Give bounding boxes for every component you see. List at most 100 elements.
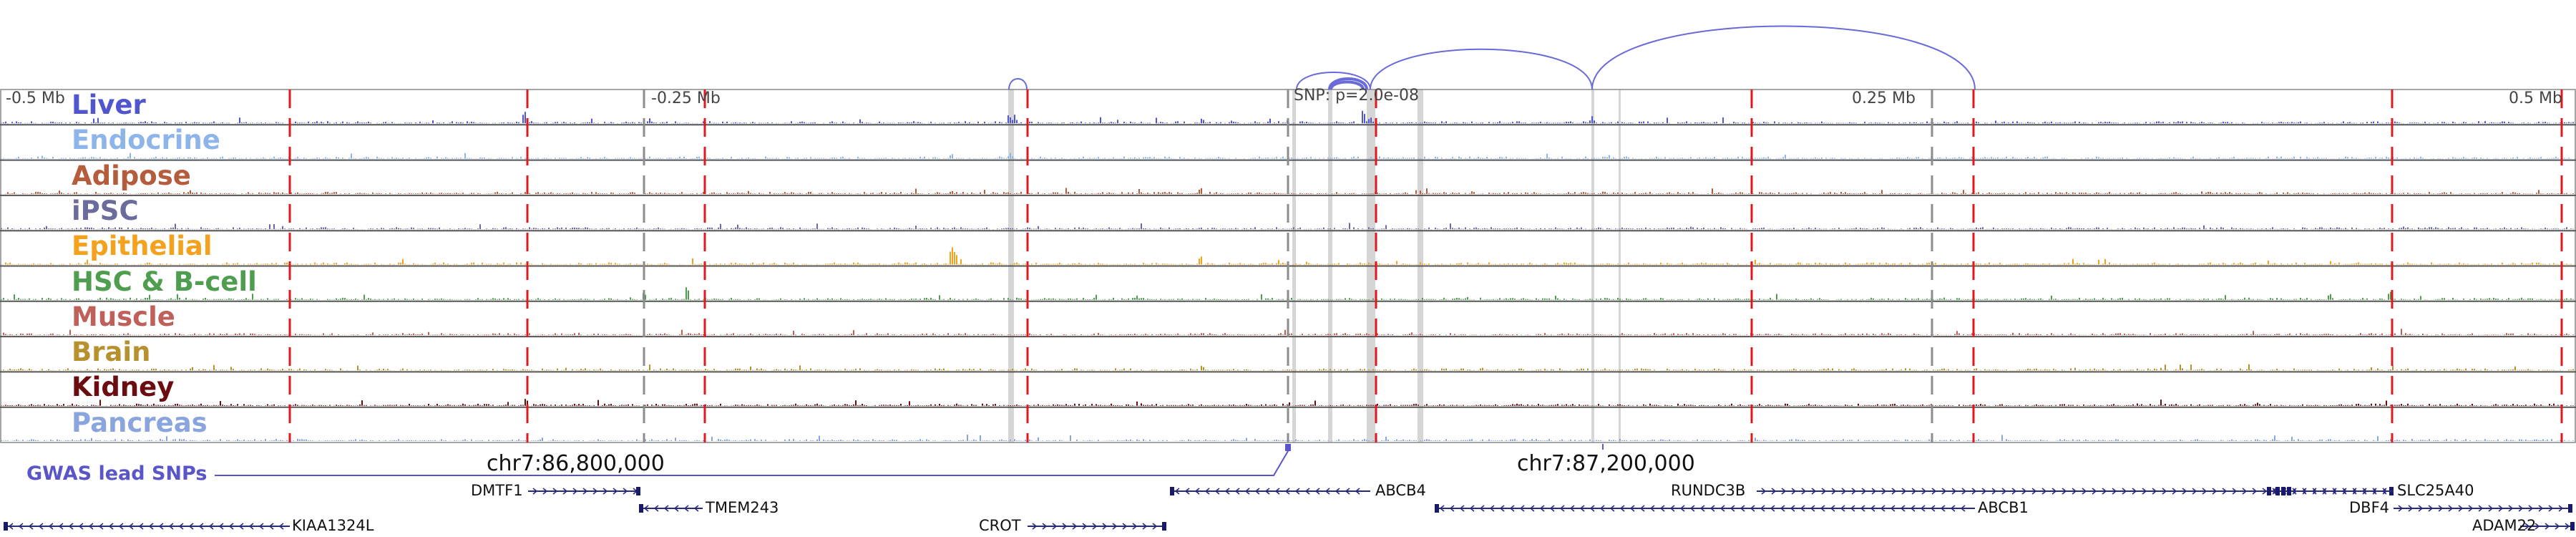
- gene-chevron: [1559, 505, 1565, 512]
- gene-chevron: [1900, 505, 1906, 512]
- gene-chevron: [1439, 505, 1445, 512]
- gene-chevron: [1509, 505, 1515, 512]
- gene-chevron: [1639, 505, 1645, 512]
- gene-chevron: [2031, 488, 2037, 495]
- signal-track-5: [1, 287, 2574, 300]
- gene-chevron: [2021, 488, 2027, 495]
- gene-chevron: [1930, 505, 1936, 512]
- gene-chevron: [1770, 505, 1775, 512]
- gene-chevron: [1821, 488, 1827, 495]
- gene-chevron: [1771, 488, 1777, 495]
- gene-chevron: [663, 505, 669, 512]
- gene-chevron: [2102, 488, 2107, 495]
- gene-chevron: [1931, 488, 1937, 495]
- gene-chevron: [582, 488, 588, 495]
- gene-chevron: [1750, 505, 1755, 512]
- gene-exon: [639, 504, 643, 513]
- gene-chevron: [623, 488, 628, 495]
- gene-chevron: [2271, 488, 2277, 495]
- gene-exon-cluster-1: [2281, 487, 2285, 495]
- axis-tick-right: 0.5 Mb: [2509, 90, 2562, 107]
- gene-exon: [1435, 504, 1439, 513]
- gene-chevron: [1790, 505, 1795, 512]
- gene-chevron: [2321, 488, 2327, 495]
- gene-chevron: [643, 505, 649, 512]
- interaction-arc-3: [1330, 80, 1365, 90]
- gene-chevron: [1042, 523, 1048, 530]
- gene-chevron: [1890, 505, 1896, 512]
- gene-chevron: [1244, 488, 1250, 495]
- gene-chevron: [2458, 505, 2464, 512]
- gene-chevron: [1204, 488, 1210, 495]
- gene-chevron: [2202, 488, 2207, 495]
- gene-track: [4, 487, 2575, 531]
- gene-chevron: [2262, 488, 2268, 495]
- gene-chevron: [1284, 488, 1290, 495]
- gene-chevron: [1579, 505, 1585, 512]
- gene-chevron: [1921, 488, 1927, 495]
- gene-chevron: [1761, 488, 1767, 495]
- track-label-3: iPSC: [72, 195, 139, 226]
- gene-chevron: [2545, 523, 2550, 530]
- gene-chevron: [1981, 488, 1987, 495]
- gene-chevron: [2555, 523, 2560, 530]
- gene-chevron: [683, 505, 689, 512]
- gene-chevron: [1870, 505, 1875, 512]
- gene-chevron: [602, 488, 608, 495]
- gene-chevron: [1811, 488, 1817, 495]
- gene-chevron: [2092, 488, 2097, 495]
- interaction-arc-1: [1296, 72, 1371, 90]
- gene-chevron: [2448, 505, 2454, 512]
- gene-chevron: [2192, 488, 2197, 495]
- gene-chevron: [1699, 505, 1705, 512]
- track-label-1: Endocrine: [72, 125, 220, 156]
- gene-chevron: [1780, 505, 1785, 512]
- gene-chevron: [562, 488, 568, 495]
- gene-chevron: [2291, 488, 2297, 495]
- track-label-7: Brain: [72, 337, 151, 368]
- gene-chevron: [532, 488, 538, 495]
- gene-chevron: [248, 523, 254, 530]
- track-label-0: Liver: [72, 90, 146, 120]
- gene-chevron: [1152, 523, 1158, 530]
- gene-chevron: [2528, 505, 2534, 512]
- gene-chevron: [1800, 505, 1805, 512]
- gene-chevron: [1132, 523, 1138, 530]
- gene-chevron: [1539, 505, 1545, 512]
- gene-chevron: [148, 523, 154, 530]
- gene-chevron: [1214, 488, 1220, 495]
- signal-track-9: [1, 435, 2574, 441]
- gene-chevron: [1529, 505, 1535, 512]
- gene-chevron: [552, 488, 558, 495]
- gene-chevron: [1669, 505, 1675, 512]
- gene-chevron: [2428, 505, 2434, 512]
- signal-track-6: [1, 329, 2574, 336]
- red-marker-lines: [288, 90, 2563, 442]
- gene-chevron: [592, 488, 598, 495]
- gene-chevron: [1791, 488, 1797, 495]
- gene-chevron: [258, 523, 264, 530]
- gene-chevron: [673, 505, 679, 512]
- gray-marker-lines: [643, 90, 1933, 442]
- gene-chevron: [178, 523, 184, 530]
- gene-chevron: [118, 523, 124, 530]
- gene-chevron: [1599, 505, 1605, 512]
- gene-label-abcb1: ABCB1: [1978, 499, 2029, 516]
- gene-chevron: [1112, 523, 1118, 530]
- gene-chevron: [228, 523, 234, 530]
- interaction-arc-0: [1008, 78, 1028, 90]
- gene-chevron: [138, 523, 144, 530]
- gene-chevron: [1689, 505, 1695, 512]
- gene-chevron: [1102, 523, 1108, 530]
- gene-chevron: [1345, 488, 1350, 495]
- gene-exon: [2568, 504, 2572, 513]
- track-label-8: Kidney: [72, 372, 175, 403]
- gene-chevron: [2001, 488, 2007, 495]
- gene-chevron: [1092, 523, 1098, 530]
- gene-chevron: [188, 523, 194, 530]
- gene-chevron: [1820, 505, 1825, 512]
- gene-chevron: [2565, 523, 2570, 530]
- gene-chevron: [2361, 488, 2367, 495]
- gene-exon: [1170, 487, 1174, 495]
- gene-chevron: [208, 523, 214, 530]
